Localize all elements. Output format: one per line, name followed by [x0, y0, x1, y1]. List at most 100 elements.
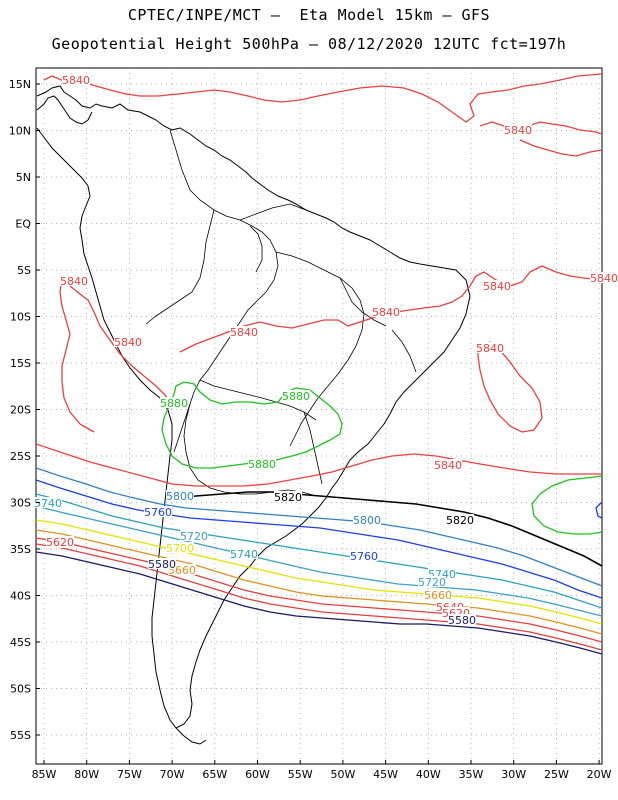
lon-tick-label: 55W [288, 768, 313, 781]
contour-label-bg [274, 491, 302, 502]
contour-5640 [36, 537, 602, 643]
lat-tick-label: 35S [10, 543, 31, 556]
contour-label-bg [180, 530, 208, 541]
contour-5840-atl [477, 341, 543, 433]
contour-5580 [36, 551, 602, 655]
contour-label-bg [168, 564, 196, 575]
contour-label: 5840 [504, 124, 532, 137]
contour-label: 5840 [62, 74, 90, 87]
contour-label-bg [476, 342, 504, 353]
contour-label: 5620 [46, 536, 74, 549]
contour-label-bg [282, 390, 310, 401]
contour-label-bg [434, 459, 462, 470]
contour-label: 5840 [60, 275, 88, 288]
lat-tick-label: 25S [10, 450, 31, 463]
chart-subtitle: Geopotential Height 500hPa – 08/12/2020 … [51, 35, 567, 53]
chart-title: CPTEC/INPE/MCT – Eta Model 15km – GFS [127, 6, 491, 24]
contour-label: 5840 [372, 306, 400, 319]
contour-label-bg [353, 514, 381, 525]
coastlines [36, 85, 471, 745]
gridlines [36, 68, 602, 764]
contour-label-bg [436, 601, 464, 612]
contour-5700 [36, 519, 602, 625]
lon-tick-label: 70W [160, 768, 185, 781]
longitude-labels: 85W 80W 75W 70W 65W 60W 55W 50W 45W 40W 35W 30W 25W 2… [32, 760, 612, 781]
contour-5840-ne [479, 121, 602, 157]
contour-label: 5800 [353, 514, 381, 527]
lon-tick-label: 40W [416, 768, 441, 781]
lat-tick-label: 5N [16, 171, 31, 184]
contour-label: 5800 [166, 490, 194, 503]
contour-label-bg [60, 275, 88, 286]
lat-tick-label: 10S [10, 311, 31, 324]
contour-label: 5840 [590, 272, 618, 285]
contour-5840-pacific [59, 277, 171, 433]
south-america-coastline [36, 85, 471, 729]
lat-tick-label: 45S [10, 636, 31, 649]
contour-label-bg [166, 542, 194, 553]
lat-tick-label: 55S [10, 729, 31, 742]
contour-labels: 5840 5840 5840 5840 5840 5840 5840 5840 5840 5840… [34, 74, 618, 627]
lon-tick-label: 30W [501, 768, 526, 781]
contour-5760 [36, 479, 602, 599]
lon-tick-label: 35W [459, 768, 484, 781]
contour-label-bg [418, 576, 446, 587]
contour-label-bg [590, 272, 618, 283]
contour-label: 5880 [248, 458, 276, 471]
lon-tick-label: 45W [373, 768, 398, 781]
contour-5840-brazil [179, 265, 601, 353]
contour-label-bg [166, 490, 194, 501]
lat-tick-label: 40S [10, 590, 31, 603]
lon-tick-label: 20W [587, 768, 612, 781]
contour-label-bg [448, 614, 476, 625]
contour-label-bg [46, 536, 74, 547]
contour-label-bg [248, 458, 276, 469]
contour-label-bg [148, 558, 176, 569]
lat-tick-label: 5S [17, 264, 31, 277]
contour-5740 [36, 493, 602, 609]
contour-label: 5820 [446, 514, 474, 527]
contour-5840-south [36, 443, 602, 487]
contour-label-bg [483, 280, 511, 291]
contour-5660 [36, 529, 602, 635]
contour-label: 5820 [274, 491, 302, 504]
lat-tick-label: 50S [10, 683, 31, 696]
contour-label-bg [372, 306, 400, 317]
contour-label-bg [446, 514, 474, 525]
lat-tick-label: 20S [10, 404, 31, 417]
lat-tick-label: 30S [10, 497, 31, 510]
contour-label: 5840 [483, 280, 511, 293]
contour-label-bg [160, 397, 188, 408]
contour-label-bg [62, 74, 90, 85]
lon-tick-label: 50W [330, 768, 355, 781]
lon-tick-label: 65W [202, 768, 227, 781]
lat-tick-label: EQ [15, 218, 31, 231]
contour-label: 5880 [160, 397, 188, 410]
lon-tick-label: 85W [32, 768, 57, 781]
contour-label-bg [114, 336, 142, 347]
contour-label: 5740 [34, 497, 62, 510]
lat-tick-label: 10N [9, 125, 31, 138]
island-patagonia [175, 727, 207, 745]
contour-label: 5720 [418, 576, 446, 589]
lon-tick-label: 80W [74, 768, 99, 781]
lon-tick-label: 75W [117, 768, 142, 781]
contour-label-bg [442, 607, 470, 618]
contour-label: 5880 [282, 390, 310, 403]
contour-5880-interior [161, 381, 343, 469]
contour-label-bg [144, 506, 172, 517]
contour-5720 [36, 505, 602, 617]
contour-lines [36, 73, 602, 655]
contour-label: 5840 [434, 459, 462, 472]
contour-label: 5760 [350, 550, 378, 563]
contour-label: 5660 [424, 589, 452, 602]
contour-label-bg [504, 124, 532, 135]
contour-label: 5700 [166, 542, 194, 555]
latitude-labels: 15N 10N 5N EQ 5S 10S 15S 20S 25S 30S 35S 40S 45S 50S 5… [9, 78, 40, 742]
contour-label: 5580 [148, 558, 176, 571]
contour-label: 5840 [114, 336, 142, 349]
contour-5800 [36, 467, 602, 587]
lon-tick-label: 25W [544, 768, 569, 781]
contour-label: 5760 [144, 506, 172, 519]
